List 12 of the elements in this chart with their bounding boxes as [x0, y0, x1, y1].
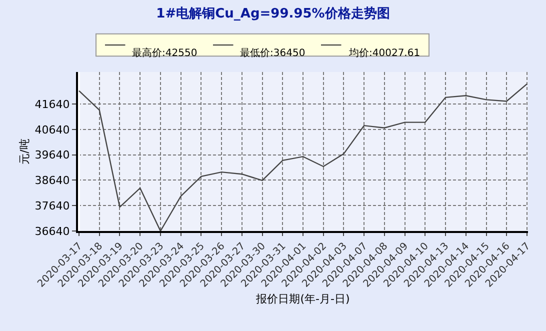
x-axis-title: 报价日期(年-月-日) — [255, 292, 350, 306]
chart-title: 1#电解铜Cu_Ag=99.95%价格走势图 — [156, 5, 390, 22]
text: 最高价:42550 — [132, 47, 198, 59]
y-tick-label: 41640 — [34, 98, 70, 111]
y-axis-title: 元/吨 — [18, 138, 31, 164]
y-tick-label: 37640 — [34, 199, 70, 212]
y-tick-label: 38640 — [34, 174, 70, 188]
text: 均价:40027.61 — [348, 47, 420, 59]
y-tick-label: 40640 — [34, 123, 70, 136]
y-tick-label: 36640 — [34, 224, 70, 238]
y-tick-label: 39640 — [34, 148, 70, 162]
text: 最低价:36450 — [240, 47, 306, 59]
